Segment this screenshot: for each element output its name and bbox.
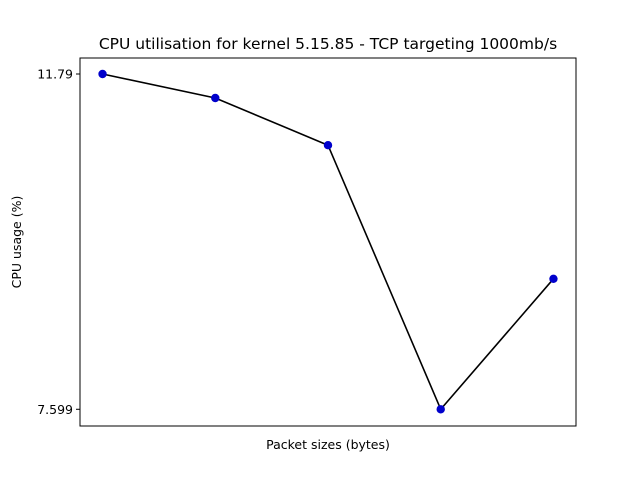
x-axis-label: Packet sizes (bytes) [266, 437, 390, 452]
series-line [102, 73, 555, 411]
data-point [436, 405, 445, 414]
data-point [323, 141, 333, 150]
y-axis-ticks: 7.599 11.79 [37, 67, 80, 417]
data-point [98, 69, 107, 79]
series-group [98, 69, 558, 414]
y-tick-label: 7.599 [37, 402, 73, 417]
plot-frame [79, 57, 577, 427]
chart-title: CPU utilisation for kernel 5.15.85 - TCP… [99, 35, 557, 53]
y-axis-label: CPU usage (%) [9, 196, 24, 289]
y-tick-label: 11.79 [37, 67, 73, 82]
data-point [211, 93, 220, 103]
data-point [549, 274, 558, 283]
